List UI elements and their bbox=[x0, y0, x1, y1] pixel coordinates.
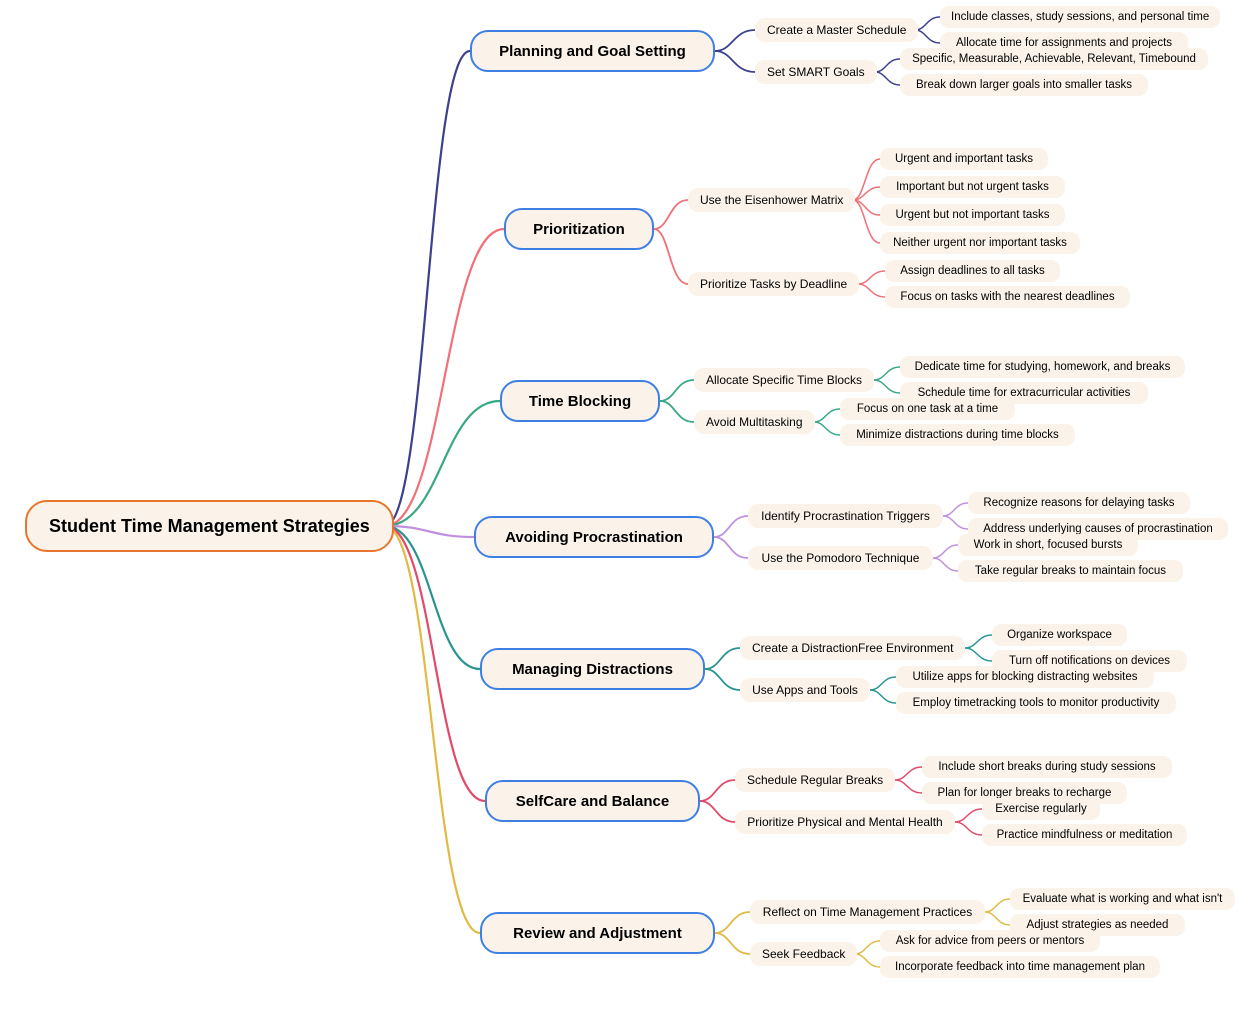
leaf-node: Include classes, study sessions, and per… bbox=[940, 6, 1220, 28]
sub-node: Set SMART Goals bbox=[755, 60, 877, 84]
leaf-node: Recognize reasons for delaying tasks bbox=[968, 492, 1190, 514]
leaf-node: Ask for advice from peers or mentors bbox=[880, 930, 1100, 952]
leaf-node: Break down larger goals into smaller tas… bbox=[900, 74, 1148, 96]
branch-node: SelfCare and Balance bbox=[485, 780, 700, 822]
sub-node: Create a DistractionFree Environment bbox=[740, 636, 965, 660]
leaf-node: Organize workspace bbox=[992, 624, 1127, 646]
leaf-node: Utilize apps for blocking distracting we… bbox=[896, 666, 1154, 688]
root-node: Student Time Management Strategies bbox=[25, 500, 394, 552]
sub-node: Use the Pomodoro Technique bbox=[748, 546, 933, 570]
leaf-node: Focus on one task at a time bbox=[840, 398, 1015, 420]
leaf-node: Work in short, focused bursts bbox=[958, 534, 1138, 556]
branch-node: Time Blocking bbox=[500, 380, 660, 422]
leaf-node: Specific, Measurable, Achievable, Releva… bbox=[900, 48, 1208, 70]
leaf-node: Take regular breaks to maintain focus bbox=[958, 560, 1183, 582]
sub-node: Schedule Regular Breaks bbox=[735, 768, 895, 792]
leaf-node: Urgent and important tasks bbox=[880, 148, 1048, 170]
leaf-node: Practice mindfulness or meditation bbox=[982, 824, 1187, 846]
leaf-node: Employ timetracking tools to monitor pro… bbox=[896, 692, 1176, 714]
branch-node: Managing Distractions bbox=[480, 648, 705, 690]
leaf-node: Focus on tasks with the nearest deadline… bbox=[885, 286, 1130, 308]
sub-node: Avoid Multitasking bbox=[694, 410, 815, 434]
leaf-node: Dedicate time for studying, homework, an… bbox=[900, 356, 1185, 378]
leaf-node: Neither urgent nor important tasks bbox=[880, 232, 1080, 254]
sub-node: Seek Feedback bbox=[750, 942, 857, 966]
leaf-node: Urgent but not important tasks bbox=[880, 204, 1065, 226]
leaf-node: Minimize distractions during time blocks bbox=[840, 424, 1075, 446]
leaf-node: Evaluate what is working and what isn't bbox=[1010, 888, 1235, 910]
sub-node: Use Apps and Tools bbox=[740, 678, 870, 702]
leaf-node: Include short breaks during study sessio… bbox=[922, 756, 1172, 778]
leaf-node: Exercise regularly bbox=[982, 798, 1100, 820]
sub-node: Identify Procrastination Triggers bbox=[748, 504, 943, 528]
sub-node: Prioritize Physical and Mental Health bbox=[735, 810, 955, 834]
branch-node: Review and Adjustment bbox=[480, 912, 715, 954]
branch-node: Planning and Goal Setting bbox=[470, 30, 715, 72]
sub-node: Create a Master Schedule bbox=[755, 18, 918, 42]
sub-node: Reflect on Time Management Practices bbox=[750, 900, 985, 924]
leaf-node: Incorporate feedback into time managemen… bbox=[880, 956, 1160, 978]
branch-node: Prioritization bbox=[504, 208, 654, 250]
sub-node: Prioritize Tasks by Deadline bbox=[688, 272, 859, 296]
branch-node: Avoiding Procrastination bbox=[474, 516, 714, 558]
leaf-node: Assign deadlines to all tasks bbox=[885, 260, 1060, 282]
sub-node: Use the Eisenhower Matrix bbox=[688, 188, 855, 212]
sub-node: Allocate Specific Time Blocks bbox=[694, 368, 874, 392]
leaf-node: Important but not urgent tasks bbox=[880, 176, 1065, 198]
